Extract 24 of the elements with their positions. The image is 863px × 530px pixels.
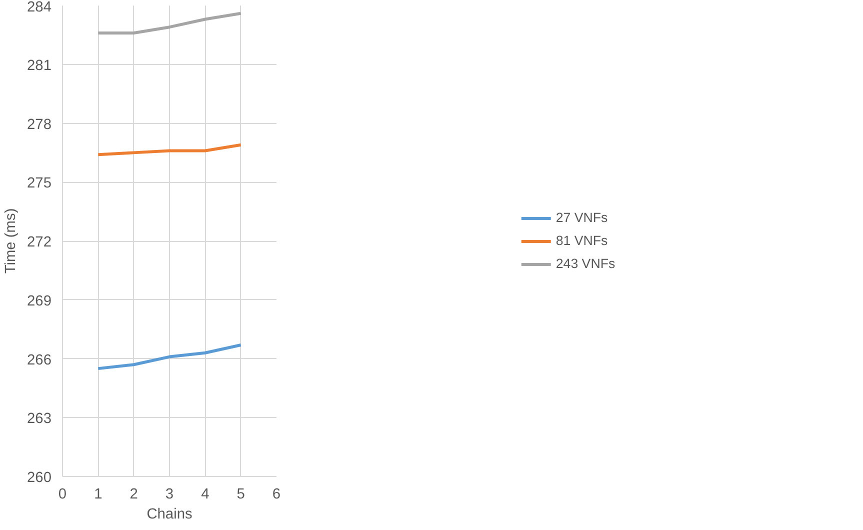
line-series (96, 344, 242, 370)
legend-label: 81 VNFs (556, 233, 608, 248)
legend-label: 243 VNFs (556, 256, 616, 271)
y-tick-label: 269 (27, 293, 52, 310)
y-tick-label: 275 (27, 176, 52, 192)
x-tick-label: 1 (94, 486, 102, 502)
x-tick-label: 3 (165, 486, 174, 502)
y-tick-label: 281 (27, 58, 52, 74)
line-series (96, 12, 242, 34)
y-tick-label: 260 (27, 470, 52, 486)
y-tick-label: 272 (27, 234, 52, 250)
x-tick-label: 6 (272, 486, 281, 502)
y-tick-label: 266 (27, 352, 52, 368)
y-tick-label: 263 (27, 411, 52, 428)
y-tick-label: 284 (27, 0, 52, 16)
x-tick-label: 4 (201, 486, 210, 502)
line-series (96, 143, 242, 156)
legend-label: 27 VNFs (556, 210, 608, 225)
x-tick-label: 5 (236, 486, 245, 502)
x-tick-label: 0 (58, 486, 67, 502)
y-tick-label: 278 (27, 116, 52, 133)
x-tick-label: 2 (130, 486, 138, 502)
x-axis-title: Chains (146, 506, 192, 522)
y-axis-title: Time (ms) (3, 208, 20, 274)
